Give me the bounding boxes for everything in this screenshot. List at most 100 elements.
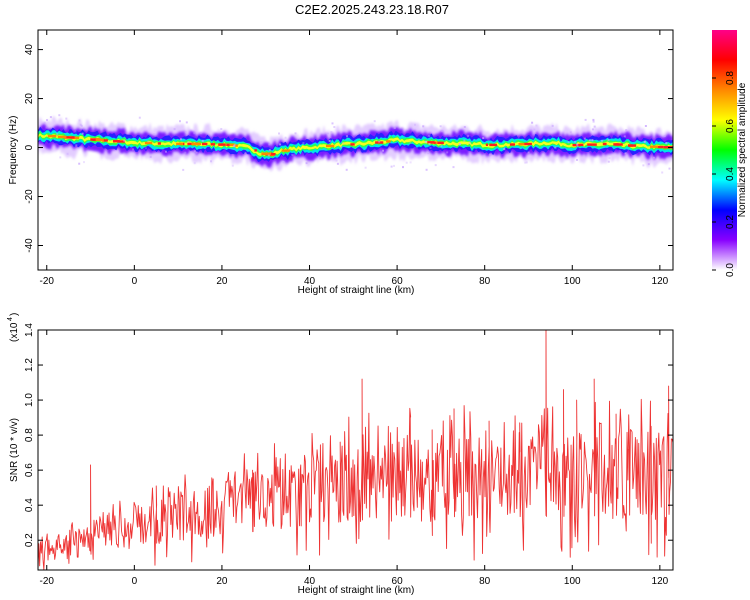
spectrogram-speck bbox=[165, 150, 167, 153]
spectrogram-speck bbox=[607, 160, 610, 163]
spectrogram-speck bbox=[525, 161, 528, 164]
spectrogram-speck bbox=[427, 152, 430, 155]
spectrogram-peak bbox=[63, 136, 75, 139]
spectrogram-speck bbox=[331, 122, 334, 125]
spectrogram-speck bbox=[576, 144, 579, 147]
spectrogram-speck bbox=[138, 116, 141, 119]
spectrogram-speck bbox=[185, 121, 188, 124]
spectrogram-speck bbox=[328, 139, 331, 142]
spectrogram-speck bbox=[364, 166, 367, 169]
spectrogram-x-tick-label: -20 bbox=[40, 276, 55, 287]
spectrogram-peak bbox=[572, 143, 580, 147]
snr-y-tick-label: 1.0 bbox=[24, 393, 35, 407]
snr-y-tick-label: 0.8 bbox=[24, 428, 35, 442]
spectrogram-speck bbox=[294, 132, 297, 135]
colorbar-tick-label: 0.0 bbox=[725, 263, 736, 277]
spectrogram-speck bbox=[373, 120, 376, 123]
spectrogram-peak bbox=[579, 143, 584, 147]
spectrogram-speck bbox=[463, 139, 466, 142]
spectrogram-speck bbox=[422, 125, 425, 128]
spectrogram-speck bbox=[305, 162, 308, 165]
spectrogram-speck bbox=[233, 145, 236, 148]
snr-x-tick-label: 40 bbox=[304, 576, 316, 587]
spectrogram-speck bbox=[535, 124, 538, 127]
spectrogram-speck bbox=[584, 118, 587, 121]
spectrogram-speck bbox=[405, 161, 408, 164]
snr-panel: -20 0 20 40 60 80 100 120 0.2 0.4 0.6 0.8 1.0 1.2 1.4… bbox=[7, 313, 674, 596]
spectrogram-speck bbox=[179, 138, 182, 141]
spectrogram-speck bbox=[434, 164, 437, 167]
spectrogram-speck bbox=[284, 136, 287, 139]
spectrogram-peak bbox=[102, 139, 108, 142]
snr-x-tick-label: 100 bbox=[564, 576, 581, 587]
spectrogram-peak bbox=[117, 140, 125, 143]
spectrogram-speck bbox=[78, 119, 81, 122]
spectrogram-speck bbox=[446, 151, 449, 154]
spectrogram-speck bbox=[193, 150, 196, 153]
snr-x-tick-label: 120 bbox=[652, 576, 669, 587]
spectrogram-speck bbox=[326, 132, 329, 135]
spectrogram-speck bbox=[439, 125, 442, 128]
spectrogram-speck bbox=[608, 157, 611, 160]
spectrogram-speck bbox=[330, 131, 333, 133]
spectrogram-speck bbox=[184, 151, 187, 154]
spectrogram-speck bbox=[201, 140, 204, 142]
spectrogram-speck bbox=[153, 133, 156, 136]
colorbar: 0.0 0.2 0.4 0.6 0.8 Normalized spectral ampl… bbox=[712, 30, 748, 277]
spectrogram-y-tick-label: -20 bbox=[24, 189, 35, 204]
spectrogram-speck bbox=[463, 126, 466, 128]
spectrogram-speck bbox=[346, 135, 348, 138]
colorbar-tick-label: 0.2 bbox=[725, 215, 736, 229]
spectrogram-speck bbox=[503, 148, 506, 151]
spectrogram-speck bbox=[123, 139, 126, 142]
spectrogram-speck bbox=[66, 152, 69, 155]
colorbar-gradient bbox=[712, 30, 737, 270]
spectrogram-speck bbox=[402, 166, 404, 169]
spectrogram-speck bbox=[531, 121, 534, 124]
spectrogram-speck bbox=[291, 153, 294, 156]
spectrogram-y-tick-label: 0 bbox=[24, 144, 35, 150]
spectrogram-speck bbox=[199, 131, 202, 134]
spectrogram-speck bbox=[533, 128, 536, 131]
spectrogram-speck bbox=[80, 124, 83, 127]
spectrogram-speck bbox=[551, 124, 554, 127]
spectrogram-peak bbox=[427, 141, 435, 144]
spectrogram-speck bbox=[489, 153, 492, 156]
spectrogram-speck bbox=[576, 143, 579, 146]
spectrogram-speck bbox=[440, 145, 443, 148]
spectrogram-speck bbox=[554, 146, 557, 149]
spectrogram-x-ticks: -20 0 20 40 60 80 100 120 bbox=[40, 30, 669, 287]
spectrogram-speck bbox=[58, 114, 61, 117]
spectrogram-peak bbox=[234, 144, 238, 147]
spectrogram-speck bbox=[233, 143, 236, 146]
spectrogram-peak bbox=[191, 142, 201, 146]
spectrogram-speck bbox=[43, 121, 46, 124]
spectrogram-speck bbox=[425, 168, 428, 171]
spectrogram-peak bbox=[218, 143, 226, 146]
spectrogram-speck bbox=[583, 137, 586, 140]
spectrogram-speck bbox=[428, 143, 431, 145]
spectrogram-x-axis-label: Height of straight line (km) bbox=[298, 285, 415, 296]
spectrogram-peak bbox=[350, 143, 355, 146]
spectrogram-speck bbox=[345, 168, 348, 171]
snr-plot-area bbox=[38, 330, 673, 570]
spectrogram-speck bbox=[193, 162, 196, 165]
spectrogram-speck bbox=[524, 161, 527, 164]
spectrogram-speck bbox=[56, 133, 59, 135]
spectrogram-x-tick-label: 120 bbox=[652, 276, 669, 287]
spectrogram-speck bbox=[591, 139, 594, 142]
spectrogram-frame bbox=[37, 29, 674, 271]
spectrogram-plot-area bbox=[38, 114, 673, 174]
spectrogram-y-axis-label: Frequency (Hz) bbox=[8, 116, 19, 185]
snr-multiplier: (x10 4 ) bbox=[7, 313, 20, 342]
spectrogram-peak bbox=[386, 140, 391, 143]
snr-x-tick-label: 60 bbox=[392, 576, 404, 587]
spectrogram-y-ticks: -40 -20 0 20 40 bbox=[24, 44, 673, 253]
spectrogram-speck bbox=[220, 128, 223, 130]
spectrogram-peak bbox=[485, 143, 488, 146]
spectrogram-speck bbox=[382, 149, 385, 152]
spectrogram-speck bbox=[336, 162, 339, 165]
spectrogram-panel: -20 0 20 40 60 80 100 120 -40 -20 0 20 40 Height of… bbox=[8, 29, 674, 296]
spectrogram-speck bbox=[79, 123, 82, 126]
spectrogram-speck bbox=[319, 157, 321, 160]
